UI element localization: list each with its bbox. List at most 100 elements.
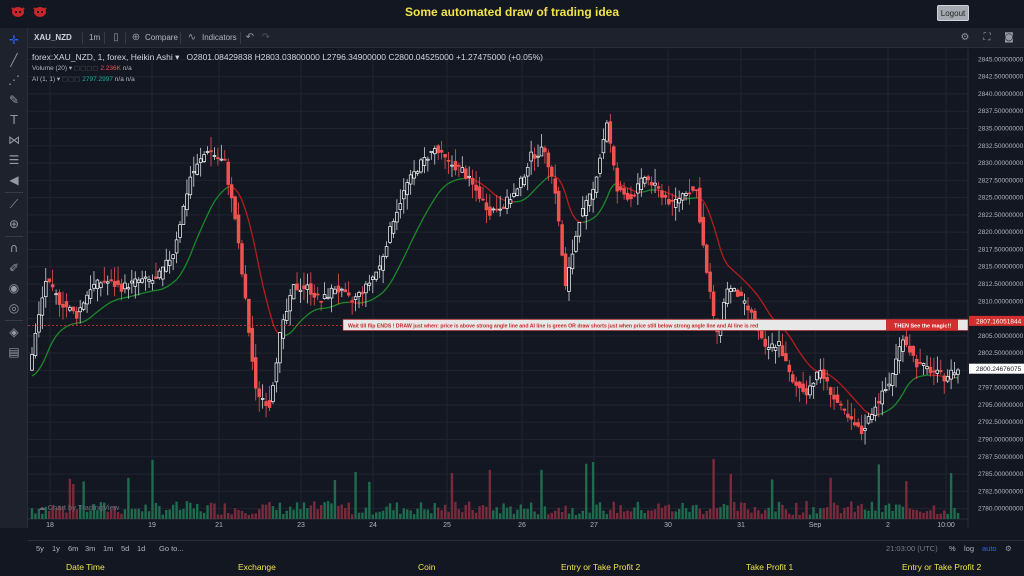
range-5y[interactable]: 5y (36, 544, 44, 553)
ai-line-segment (286, 332, 291, 336)
volume-bar (443, 504, 447, 519)
range-bar: 5y 1y 6m 3m 1m 5d 1d Go to... 21:03:00 (… (28, 540, 1024, 558)
chart-by-label[interactable]: Chart by TradingView (47, 503, 120, 512)
volume-study-label[interactable]: Volume (20) (32, 65, 68, 72)
trash-icon[interactable]: ▤ (8, 345, 20, 359)
candle-body (371, 276, 375, 280)
tab-entry-tp2-b[interactable]: Entry or Take Profit 2 (902, 562, 982, 572)
ruler-icon[interactable]: ⟋ (9, 197, 19, 211)
price-chart[interactable]: 2845.00000000 2842.50000000 2840.00000000 2… (28, 49, 1024, 528)
ai-line-segment (300, 317, 305, 322)
symbol-search[interactable]: XAU_NZD (34, 33, 72, 42)
compare-icon[interactable]: ⊕ (131, 32, 141, 43)
candle-body (340, 288, 344, 291)
tradingview-branding[interactable]: ☁ Chart by TradingView (38, 503, 120, 512)
fullscreen-icon[interactable]: ⛶ (983, 32, 991, 43)
settings-gear-icon[interactable]: ⚙ (960, 32, 970, 43)
range-1y[interactable]: 1y (52, 544, 60, 553)
goto-button[interactable]: Go to... (159, 544, 184, 553)
range-6m[interactable]: 6m (68, 544, 79, 553)
volume-bar (199, 511, 202, 519)
range-1m[interactable]: 1m (103, 544, 114, 553)
range-5d[interactable]: 5d (121, 544, 130, 553)
volume-bar (340, 504, 344, 519)
volume-bar (650, 510, 653, 519)
ai-line-segment (517, 200, 521, 203)
pattern-icon[interactable]: ⋈ (8, 133, 20, 147)
compare-button[interactable]: Compare (145, 33, 178, 42)
time-tick-label: 25 (443, 522, 451, 528)
chart-style-icon[interactable]: ▯ (113, 32, 119, 43)
volume-bar (182, 508, 185, 519)
candle-body (914, 358, 919, 368)
tab-entry-tp2[interactable]: Entry or Take Profit 2 (561, 562, 641, 572)
candle-body (653, 182, 657, 186)
magnet-icon[interactable]: ∩ (9, 241, 19, 255)
volume-bar (158, 506, 161, 519)
legend-title[interactable]: forex:XAU_NZD, 1, forex, Heikin Ashi (32, 52, 173, 62)
trend-line-icon[interactable]: ╱ (10, 53, 18, 67)
clock-time[interactable]: 21:03:00 (UTC) (886, 544, 938, 553)
logout-button[interactable]: Logout (937, 5, 969, 21)
auto-toggle[interactable]: auto (982, 544, 997, 553)
volume-bar (395, 502, 399, 519)
ai-line-segment (520, 198, 525, 202)
candle-body (126, 287, 131, 290)
candle-body (594, 176, 599, 193)
ai-line-segment (840, 384, 845, 389)
eye-lock-icon[interactable]: ◎ (8, 301, 20, 315)
tab-take-profit-1[interactable]: Take Profit 1 (746, 562, 794, 572)
time-tick-label: 26 (518, 522, 526, 528)
percent-toggle[interactable]: % (949, 544, 956, 553)
tab-exchange[interactable]: Exchange (238, 562, 276, 572)
volume-bar (598, 502, 602, 519)
camera-icon[interactable]: ◙ (1004, 32, 1014, 43)
range-1d[interactable]: 1d (137, 544, 146, 553)
fib-icon[interactable]: ⋰ (8, 73, 20, 87)
lock-draw-icon[interactable]: ✐ (8, 261, 20, 275)
volume-bar (946, 513, 949, 519)
tab-date-time[interactable]: Date Time (66, 562, 105, 572)
tab-coin[interactable]: Coin (418, 562, 436, 572)
volume-bar (949, 473, 953, 519)
crosshair-icon[interactable]: ✛ (8, 33, 20, 47)
chart-area[interactable]: 2845.00000000 2842.50000000 2840.00000000 2… (28, 49, 1024, 528)
interval-selector[interactable]: 1m (89, 33, 101, 42)
volume-bar (278, 502, 282, 519)
candle-body (178, 224, 182, 238)
candle-body (512, 192, 516, 197)
undo-icon[interactable]: ↶ (245, 32, 255, 43)
brush-icon[interactable]: ✎ (8, 93, 20, 107)
ai-study-label[interactable]: AI (1, 1) (32, 76, 56, 83)
ai-line-segment (73, 322, 77, 325)
ai-line-segment (761, 301, 766, 308)
log-toggle[interactable]: log (964, 544, 975, 553)
ai-line-segment (527, 193, 532, 198)
indicators-button[interactable]: Indicators (202, 33, 237, 42)
chart-settings-gear-icon[interactable]: ⚙ (1005, 544, 1012, 553)
volume-bar (302, 502, 306, 519)
back-arrow-icon[interactable]: ◀ (9, 173, 19, 187)
indicators-icon[interactable]: ∿ (187, 32, 197, 43)
candle-body (412, 171, 416, 179)
redo-icon[interactable]: ↷ (261, 32, 271, 43)
volume-bar (870, 501, 874, 519)
volume-bar (481, 505, 485, 519)
measure-icon[interactable]: ☰ (8, 153, 20, 167)
ai-line-segment (847, 391, 852, 397)
ai-line-segment (530, 189, 536, 195)
ai-line-segment (159, 288, 164, 291)
ai-line-segment (475, 180, 480, 184)
candle-body (519, 177, 523, 188)
eye-icon[interactable]: ◉ (8, 281, 20, 295)
layers-icon[interactable]: ◈ (9, 325, 19, 339)
price-tick-label: 2822.50000000 (978, 212, 1024, 219)
volume-bar (171, 504, 175, 519)
range-3m[interactable]: 3m (85, 544, 96, 553)
candle-body (918, 362, 922, 364)
candle-body (415, 171, 420, 174)
candle-body (515, 188, 520, 196)
zoom-icon[interactable]: ⊕ (8, 217, 20, 231)
candle-body (811, 382, 816, 387)
text-icon[interactable]: T (10, 113, 18, 127)
